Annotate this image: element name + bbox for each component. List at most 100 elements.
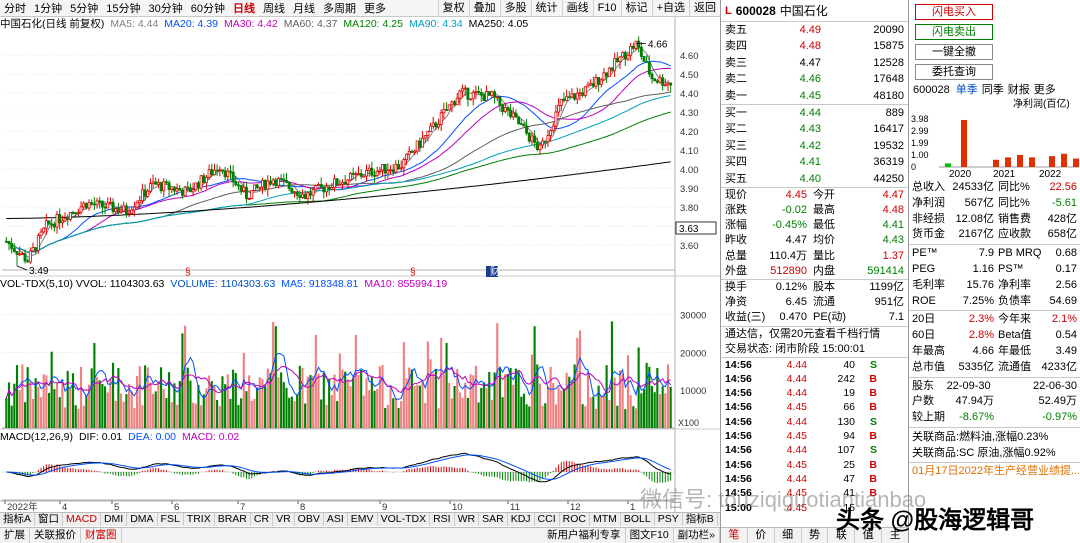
- volume-bar: [229, 398, 232, 428]
- indicator-tab-5[interactable]: FSL: [158, 513, 184, 526]
- stat-key: 收益(三): [725, 311, 766, 324]
- fin-tab-3[interactable]: 更多: [1033, 84, 1056, 96]
- status-right-0[interactable]: 新用户福利专享: [543, 528, 626, 543]
- period-4[interactable]: 30分钟: [148, 3, 183, 15]
- period-2[interactable]: 5分钟: [70, 3, 99, 15]
- status-right-1[interactable]: 图文F10: [626, 528, 674, 543]
- indicator-tab-1[interactable]: 窗口: [35, 513, 64, 526]
- fin-tab-2[interactable]: 财报: [1007, 84, 1030, 96]
- indicator-tab-4[interactable]: DMA: [127, 513, 158, 526]
- volume-bar: [472, 375, 475, 428]
- indicator-tab-19[interactable]: ROC: [560, 513, 590, 526]
- indicator-tab-12[interactable]: EMV: [348, 513, 378, 526]
- ex-mark-0[interactable]: §: [185, 267, 191, 278]
- tick-price: 4.45: [786, 487, 807, 500]
- order-label: 买一: [725, 106, 747, 119]
- period-3[interactable]: 15分钟: [106, 3, 141, 15]
- order-price[interactable]: 4.40: [799, 172, 821, 185]
- fin-value: 658亿: [1047, 228, 1077, 241]
- tool-4[interactable]: 画线: [561, 0, 593, 16]
- period-7[interactable]: 周线: [263, 3, 285, 15]
- volume-bar: [245, 391, 248, 428]
- period-9[interactable]: 多周期: [323, 3, 356, 15]
- indicator-tab-7[interactable]: BRAR: [215, 513, 251, 526]
- indicator-tab-0[interactable]: 指标A: [0, 513, 36, 526]
- tool-2[interactable]: 多股: [499, 0, 531, 16]
- quote-tab-2[interactable]: 细: [775, 528, 802, 543]
- indicator-tab-23[interactable]: 指标B: [683, 513, 718, 526]
- candle: [204, 176, 208, 183]
- tool-8[interactable]: 返回: [689, 0, 720, 16]
- volume-bar: [464, 382, 467, 428]
- indicator-tab-13[interactable]: VOL-TDX: [378, 513, 431, 526]
- indicator-tab-20[interactable]: MTM: [590, 513, 621, 526]
- period-1[interactable]: 1分钟: [34, 3, 63, 15]
- order-price[interactable]: 4.49: [799, 24, 821, 36]
- volume-bar: [330, 395, 333, 428]
- notice-line[interactable]: 通达信，仅需20元查看千档行情: [725, 327, 881, 340]
- period-8[interactable]: 月线: [293, 3, 315, 15]
- volume-bar: [176, 404, 179, 428]
- indicator-tab-21[interactable]: BOLL: [621, 513, 655, 526]
- quote-tab-5[interactable]: 值: [855, 528, 883, 543]
- ex-mark-2[interactable]: 财: [490, 265, 500, 278]
- indicator-tab-2[interactable]: MACD: [63, 513, 101, 526]
- order-price[interactable]: 4.45: [799, 89, 821, 102]
- trade-button-0[interactable]: 闪电买入: [915, 4, 993, 20]
- period-5[interactable]: 60分钟: [190, 3, 225, 15]
- indicator-tab-3[interactable]: DMI: [101, 513, 128, 526]
- indicator-tab-10[interactable]: OBV: [295, 513, 324, 526]
- stock-chart[interactable]: 4.604.504.404.304.204.104.003.903.803.70…: [0, 0, 720, 512]
- tool-1[interactable]: 叠加: [468, 0, 500, 16]
- candle: [623, 52, 627, 60]
- indicator-tab-17[interactable]: KDJ: [508, 513, 535, 526]
- candle: [236, 184, 240, 187]
- indicator-tab-15[interactable]: WR: [455, 513, 480, 526]
- period-6[interactable]: 日线: [233, 3, 255, 15]
- order-price[interactable]: 4.41: [799, 156, 821, 169]
- order-price[interactable]: 4.48: [799, 40, 821, 53]
- quote-tab-3[interactable]: 势: [802, 528, 829, 543]
- status-tab-1[interactable]: 关联报价: [30, 528, 81, 543]
- trade-button-3[interactable]: 委托查询: [915, 64, 993, 80]
- related-item-1[interactable]: 关联商品:SC 原油,涨幅0.92%: [912, 446, 1056, 459]
- order-price[interactable]: 4.42: [799, 139, 821, 152]
- tool-6[interactable]: 标记: [620, 0, 652, 16]
- quote-tab-1[interactable]: 价: [748, 528, 775, 543]
- tick-time: 15:00: [725, 501, 752, 514]
- volume-bar: [63, 407, 67, 428]
- trade-button-2[interactable]: 一键全撤: [915, 44, 993, 60]
- indicator-tab-18[interactable]: CCI: [535, 513, 560, 526]
- order-price[interactable]: 4.44: [799, 106, 821, 119]
- tool-3[interactable]: 统计: [530, 0, 562, 16]
- quote-tab-4[interactable]: 联: [828, 528, 856, 543]
- status-right-2[interactable]: 副功栏»: [674, 528, 720, 543]
- ex-mark-1[interactable]: §: [410, 267, 416, 278]
- tool-5[interactable]: F10: [592, 0, 621, 16]
- order-price[interactable]: 4.43: [799, 123, 821, 136]
- indicator-tab-16[interactable]: SAR: [479, 513, 508, 526]
- news-item-0[interactable]: 01月17日2022年生产经营业绩提...: [912, 464, 1080, 477]
- indicator-tab-14[interactable]: RSI: [430, 513, 455, 526]
- x-tick-10: 1: [630, 502, 635, 512]
- trade-button-1[interactable]: 闪电卖出: [915, 24, 993, 40]
- fin-tab-1[interactable]: 同季: [981, 84, 1004, 96]
- period-0[interactable]: 分时: [4, 3, 26, 15]
- indicator-tab-11[interactable]: ASI: [324, 513, 348, 526]
- period-10[interactable]: 更多: [364, 3, 386, 15]
- order-price[interactable]: 4.47: [799, 56, 821, 69]
- volume-bar: [34, 378, 37, 428]
- status-tab-2[interactable]: 财富圈: [81, 528, 122, 543]
- fin-tab-0[interactable]: 单季: [955, 84, 978, 96]
- tool-0[interactable]: 复权: [437, 0, 469, 16]
- indicator-tab-22[interactable]: PSY: [655, 513, 683, 526]
- indicator-tab-9[interactable]: VR: [273, 513, 295, 526]
- indicator-tab-6[interactable]: TRIX: [184, 513, 215, 526]
- order-price[interactable]: 4.46: [799, 73, 821, 86]
- indicator-tab-8[interactable]: CR: [251, 513, 274, 526]
- status-tab-0[interactable]: 扩展: [0, 528, 30, 543]
- volume-bar: [29, 381, 32, 428]
- quote-tab-0[interactable]: 笔: [721, 528, 748, 543]
- related-item-0[interactable]: 关联商品:燃料油,涨幅0.23%: [912, 430, 1049, 443]
- tool-7[interactable]: +自选: [651, 0, 689, 16]
